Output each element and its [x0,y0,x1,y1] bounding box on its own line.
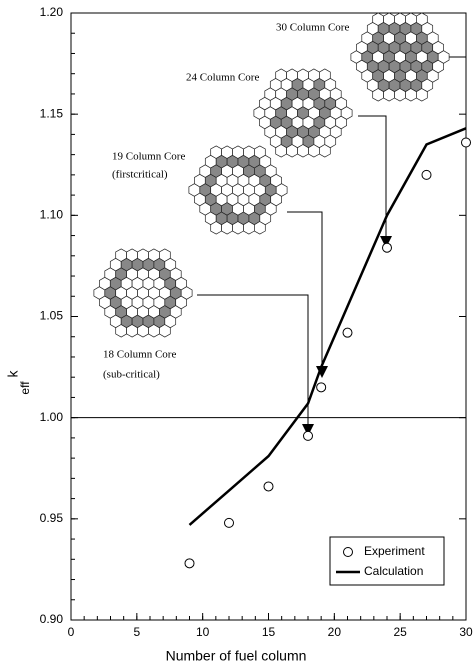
x-tick-label: 5 [133,625,140,639]
annotation: 19 Column Core [112,151,185,163]
annotation: 18 Column Core [103,349,176,361]
y-axis-label: k [5,370,21,378]
annotation: 30 Column Core [276,22,349,34]
calculation-line [188,127,467,526]
hex-cell [275,183,288,197]
experiment-point [421,169,432,180]
arrowhead [316,366,328,378]
experiment-point [316,382,327,393]
legend-marker [343,547,353,557]
y-tick-label: 1.20 [40,5,64,19]
annotation: (firstcritical) [112,169,168,181]
arrowhead [302,424,314,436]
annotation: 24 Column Core [186,72,259,84]
y-tick-label: 1.00 [40,410,64,424]
pointer [287,211,323,366]
y-tick-label: 1.15 [40,106,64,120]
y-axis-label-sub: eff [18,381,32,395]
arrowheads [302,236,392,436]
annotation: (sub-critical) [103,369,160,381]
experiment-point [303,430,313,441]
x-axis-label: Number of fuel column [166,648,307,664]
legend-label: Experiment [364,544,425,558]
y-tick-label: 1.05 [40,309,64,323]
pointer-lines [197,56,466,424]
pointer [358,115,387,236]
y-tick-label: 0.95 [40,511,64,525]
experiment-point [224,517,234,528]
hex-cell [340,106,353,120]
x-tick-label: 30 [459,625,473,639]
experiment-point [184,558,195,569]
x-tick-label: 20 [328,625,342,639]
experiment-point [461,137,471,148]
core-icons [93,12,450,338]
x-tick-label: 25 [393,625,407,639]
experiment-point [382,242,392,253]
x-tick-label: 10 [196,625,210,639]
hex-cell [437,50,450,64]
legend-box [329,536,445,586]
x-tick-label: 15 [262,625,276,639]
legend-label: Calculation [364,564,423,578]
y-tick-label: 1.10 [40,208,64,222]
experiment-point [263,481,274,492]
pointer [197,294,309,424]
hex-cell [180,286,193,300]
experiment-point [342,327,353,338]
y-tick-label: 0.90 [40,612,64,626]
arrowhead [380,236,392,248]
x-tick-label: 0 [68,625,75,639]
